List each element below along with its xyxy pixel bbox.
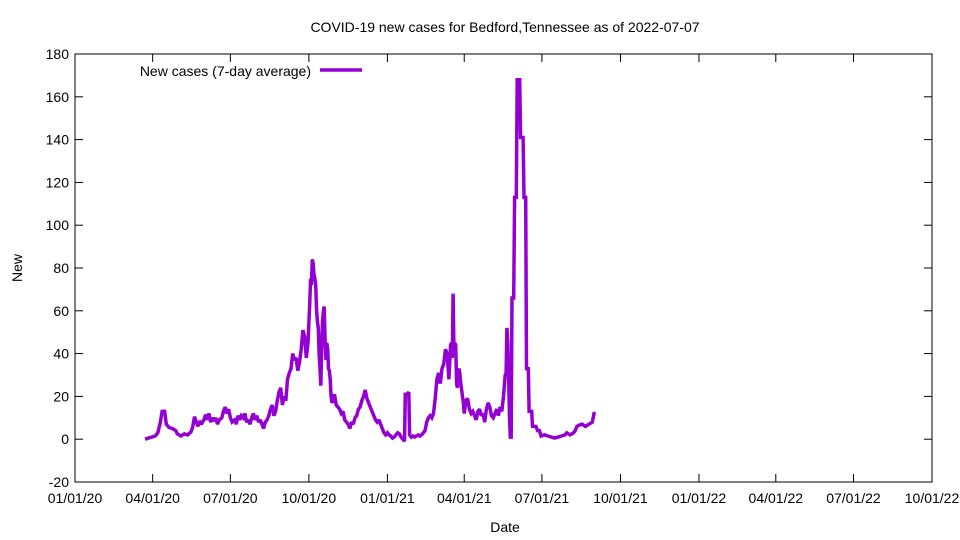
- legend: New cases (7-day average): [140, 63, 362, 79]
- x-tick-label: 10/01/20: [282, 490, 337, 506]
- x-tick-label: 04/01/21: [437, 490, 492, 506]
- y-tick-label: 120: [46, 174, 70, 190]
- y-tick-label: -20: [49, 474, 69, 490]
- legend-label: New cases (7-day average): [140, 63, 311, 79]
- y-tick-label: 0: [61, 431, 69, 447]
- x-tick-label: 01/01/22: [672, 490, 727, 506]
- y-tick-label: 160: [46, 89, 70, 105]
- series-layer: [144, 77, 596, 443]
- x-axis-tick-labels: 01/01/20 04/01/20 07/01/20 10/01/20 01/01/21…: [48, 490, 960, 506]
- y-tick-label: 60: [53, 303, 69, 319]
- y-axis-label: New: [9, 253, 25, 282]
- y-axis-tick-labels: -20 0 20 40 60 80 100 120 140 160 180: [46, 46, 70, 490]
- y-tick-label: 140: [46, 132, 70, 148]
- y-tick-label: 40: [53, 346, 69, 362]
- x-tick-label: 07/01/21: [515, 490, 570, 506]
- y-tick-label: 20: [53, 388, 69, 404]
- series-line-0: [144, 77, 596, 443]
- chart-title: COVID-19 new cases for Bedford,Tennessee…: [310, 19, 699, 35]
- x-tick-label: 07/01/20: [203, 490, 258, 506]
- y-tick-label: 100: [46, 217, 70, 233]
- x-tick-label: 07/01/22: [826, 490, 881, 506]
- x-tick-label: 04/01/20: [125, 490, 180, 506]
- y-tick-label: 80: [53, 260, 69, 276]
- x-tick-label: 04/01/22: [749, 490, 804, 506]
- plot-area-border: [74, 53, 933, 483]
- x-tick-label: 01/01/21: [360, 490, 415, 506]
- y-tick-label: 180: [46, 46, 70, 62]
- x-tick-label: 01/01/20: [48, 490, 103, 506]
- x-axis-label: Date: [490, 519, 520, 535]
- x-tick-label: 10/01/21: [593, 490, 648, 506]
- x-tick-label: 10/01/22: [905, 490, 960, 506]
